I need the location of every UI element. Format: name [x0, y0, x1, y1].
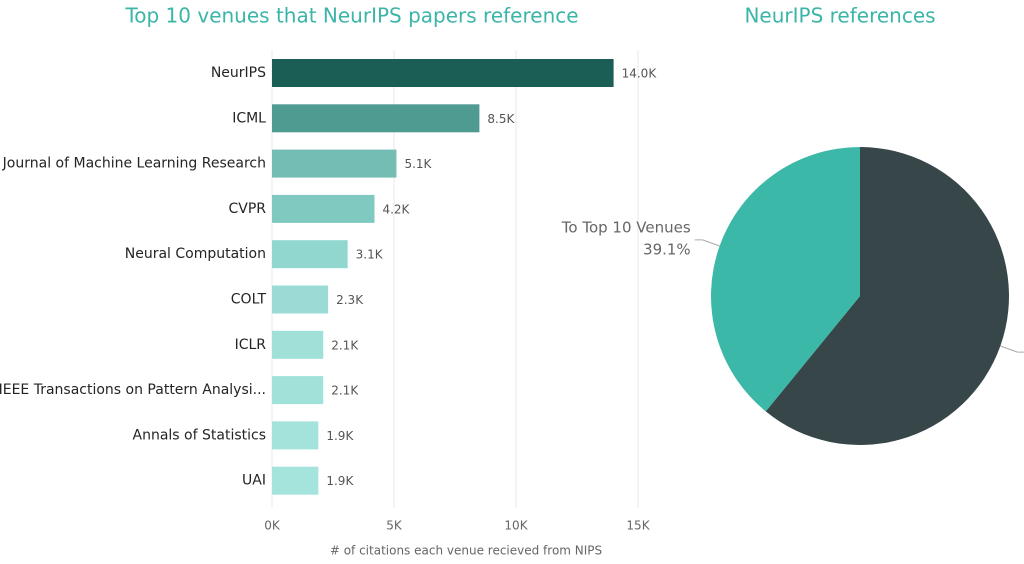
value-label: 1.9K	[326, 474, 354, 488]
bar	[272, 104, 480, 133]
value-label: 4.2K	[382, 202, 410, 216]
category-label: Neural Computation	[125, 246, 266, 262]
bar	[272, 330, 324, 359]
bar	[272, 194, 375, 223]
bar	[272, 285, 329, 314]
leader-line	[1000, 345, 1024, 353]
slice-value: 39.1%	[643, 240, 691, 258]
category-label: CVPR	[228, 201, 266, 217]
bar-title: Top 10 venues that NeurIPS papers refere…	[124, 4, 578, 28]
value-label: 8.5K	[487, 112, 515, 126]
value-label: 14.0K	[622, 67, 658, 81]
bar	[272, 149, 397, 178]
x-tick-label: 5K	[386, 519, 403, 533]
value-label: 5.1K	[404, 157, 432, 171]
category-label: Annals of Statistics	[133, 427, 266, 443]
x-tick-label: 10K	[504, 519, 528, 533]
slice-name: To Top 10 Venues	[561, 218, 691, 236]
value-label: 2.1K	[331, 338, 359, 352]
x-tick-label: 0K	[264, 519, 281, 533]
category-label: IEEE Transactions on Pattern Analysi...	[0, 382, 266, 398]
category-label: UAI	[242, 473, 266, 489]
value-label: 1.9K	[326, 429, 354, 443]
category-label: COLT	[231, 292, 267, 308]
pie-slice	[765, 147, 1010, 446]
value-label: 2.1K	[331, 384, 359, 398]
category-label: ICLR	[235, 337, 267, 353]
bar	[272, 466, 319, 495]
x-axis-label: # of citations each venue recieved from …	[330, 544, 602, 558]
bar	[272, 421, 319, 450]
bar	[272, 376, 324, 405]
pie-slice	[711, 147, 860, 412]
bar	[272, 240, 348, 269]
category-label: NeurIPS	[211, 65, 266, 81]
category-label: Journal of Machine Learning Research	[2, 156, 266, 172]
bar	[272, 59, 614, 87]
pie-title: NeurIPS references	[744, 4, 935, 28]
value-label: 3.1K	[356, 248, 384, 262]
value-label: 2.3K	[336, 293, 364, 307]
leader-line	[694, 239, 720, 247]
category-label: ICML	[232, 110, 266, 126]
x-tick-label: 15K	[626, 519, 650, 533]
